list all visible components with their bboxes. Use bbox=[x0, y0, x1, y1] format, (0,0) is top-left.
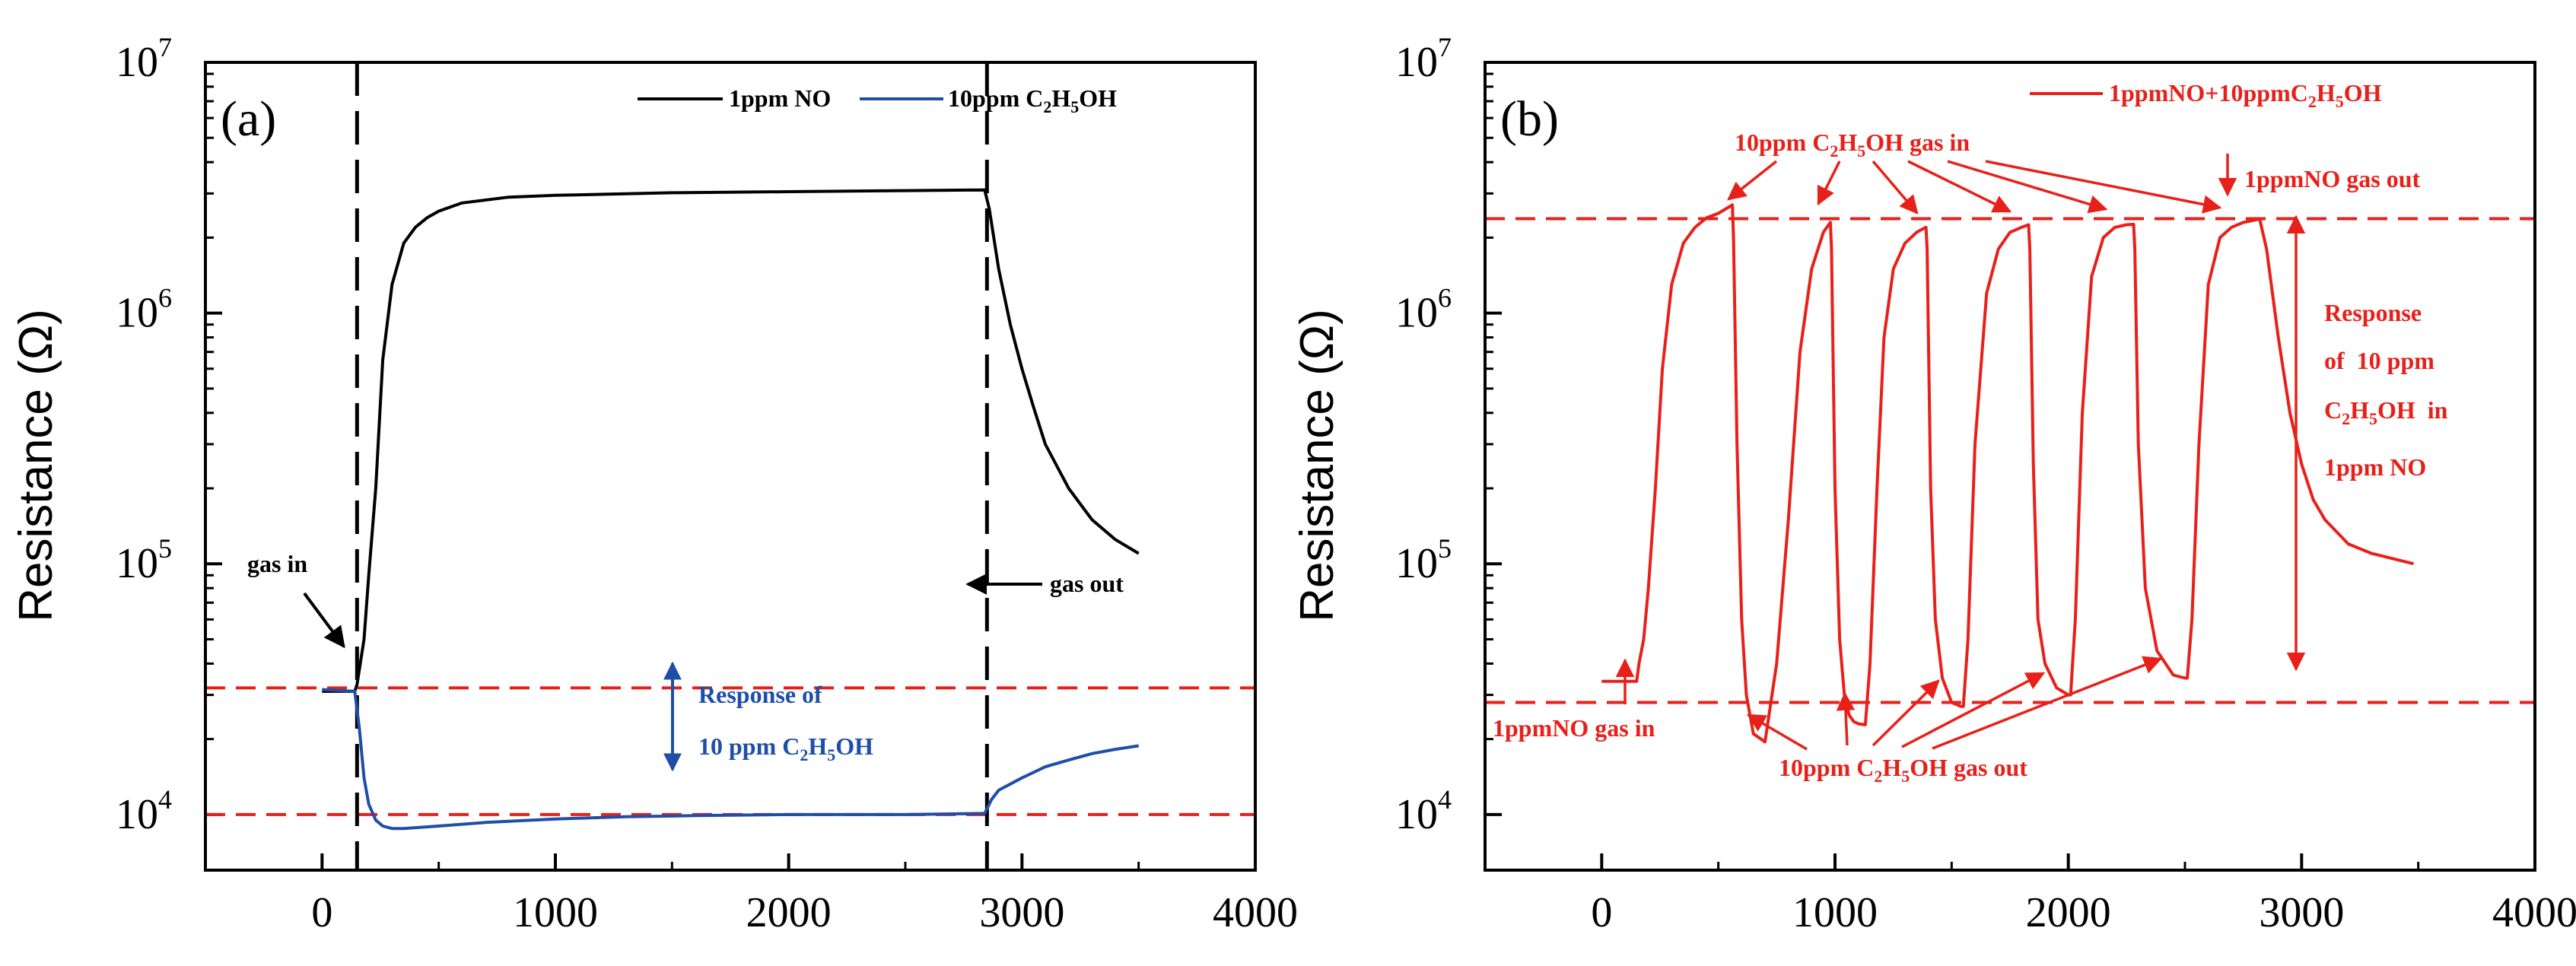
chart-panel-b: Resistance (Ω) 104 105 106 107 0 1000 2000 300… bbox=[1291, 32, 2576, 936]
ethanol-in-arrow-5 bbox=[1947, 160, 2108, 214]
panel-a-annotations: gas in gas out Response of 10 ppm C2H5OH bbox=[247, 550, 1124, 772]
panel-b-legend: 1ppmNO+10ppmC2H5OH bbox=[2030, 79, 2382, 111]
x-tick-label: 0 bbox=[1591, 889, 1612, 936]
x-tick-label: 1000 bbox=[1792, 889, 1878, 936]
x-tick-label: 0 bbox=[311, 889, 332, 936]
x-tick-label: 4000 bbox=[1213, 889, 1298, 936]
panel-b-series bbox=[1601, 203, 2414, 744]
series-line bbox=[1601, 203, 2414, 744]
ethanol-out-arrow-3 bbox=[1872, 679, 1940, 747]
panel-a-x-ticks: 0 1000 2000 3000 4000 bbox=[204, 853, 1298, 936]
y-tick-label: 107 bbox=[116, 32, 172, 86]
panel-a-legend: 1ppm NO 10ppm C2H5OH bbox=[638, 84, 1117, 116]
x-tick-label: 2000 bbox=[2026, 889, 2111, 936]
x-tick-label: 3000 bbox=[2259, 889, 2344, 936]
y-tick-label: 106 bbox=[1395, 283, 1452, 337]
gas-in-arrow bbox=[303, 592, 345, 649]
series-line bbox=[322, 688, 1139, 831]
panel-b-plot-frame bbox=[1484, 61, 2536, 872]
panel-a-label: (a) bbox=[221, 91, 276, 147]
ethanol-in-arrow-2 bbox=[1817, 160, 1841, 206]
y-tick-label: 105 bbox=[116, 533, 172, 587]
panel-a-plot-frame bbox=[204, 61, 1257, 872]
chart-panel-a: Resistance (Ω) 104 105 106 107 0 1000 2000 300… bbox=[10, 32, 1298, 936]
response-label-a-line2: 10 ppm C2H5OH bbox=[698, 732, 873, 764]
ethanol-in-arrow-1 bbox=[1727, 160, 1778, 201]
y-tick-label: 104 bbox=[1395, 784, 1452, 838]
ethanol-in-arrow-4 bbox=[1907, 160, 2012, 213]
legend-label-ethanol: 10ppm C2H5OH bbox=[948, 84, 1117, 116]
panel-b-x-ticks: 0 1000 2000 3000 4000 bbox=[1484, 853, 2576, 936]
ethanol-in-arrow-3 bbox=[1872, 160, 1919, 214]
panel-a-y-ticks: 104 105 106 107 bbox=[116, 32, 222, 838]
ethanol-out-arrow-5 bbox=[1932, 656, 2163, 750]
x-tick-label: 2000 bbox=[746, 889, 832, 936]
legend-label-no: 1ppm NO bbox=[729, 84, 831, 112]
x-tick-label: 1000 bbox=[513, 889, 598, 936]
x-tick-label: 4000 bbox=[2492, 889, 2576, 936]
panel-a-series bbox=[322, 188, 1140, 831]
panel-b-y-axis-label: Resistance (Ω) bbox=[1291, 309, 1344, 622]
panel-b-y-ticks: 104 105 106 107 bbox=[1395, 32, 1502, 838]
ethanol-gas-in-label: 10ppm C2H5OH gas in bbox=[1735, 129, 1970, 160]
ethanol-out-arrow-1 bbox=[1746, 713, 1808, 751]
response-label-b-line1: Response bbox=[2324, 299, 2422, 326]
x-tick-label: 3000 bbox=[979, 889, 1064, 936]
y-tick-label: 104 bbox=[116, 784, 172, 838]
no-gas-in-label: 1ppmNO gas in bbox=[1493, 714, 1655, 742]
series-line bbox=[322, 188, 1140, 693]
panel-b-annotations: 10ppm C2H5OH gas in 1ppmNO gas out Respo… bbox=[1493, 129, 2448, 786]
no-gas-out-label: 1ppmNO gas out bbox=[2244, 165, 2421, 192]
y-tick-label: 105 bbox=[1395, 533, 1452, 587]
y-tick-label: 106 bbox=[116, 283, 172, 337]
response-label-b-line4: 1ppm NO bbox=[2324, 453, 2426, 481]
panel-a-y-axis-label: Resistance (Ω) bbox=[10, 309, 62, 622]
response-label-b-line2: of 10 ppm bbox=[2324, 347, 2434, 374]
legend-label-mixture: 1ppmNO+10ppmC2H5OH bbox=[2109, 79, 2382, 111]
ethanol-in-arrow-6 bbox=[1985, 160, 2222, 214]
ethanol-out-arrow-4 bbox=[1901, 672, 2046, 748]
ethanol-gas-out-label: 10ppm C2H5OH gas out bbox=[1779, 754, 2027, 786]
panel-b-label: (b) bbox=[1500, 91, 1559, 147]
gas-out-label: gas out bbox=[1050, 570, 1124, 597]
ethanol-out-arrow-2 bbox=[1836, 691, 1856, 746]
panel-b-reference-lines bbox=[1485, 217, 2535, 704]
response-label-b-line3: C2H5OH in bbox=[2324, 396, 2448, 428]
response-label-a-line1: Response of bbox=[698, 681, 822, 708]
gas-in-label: gas in bbox=[247, 550, 307, 577]
y-tick-label: 107 bbox=[1395, 32, 1452, 86]
